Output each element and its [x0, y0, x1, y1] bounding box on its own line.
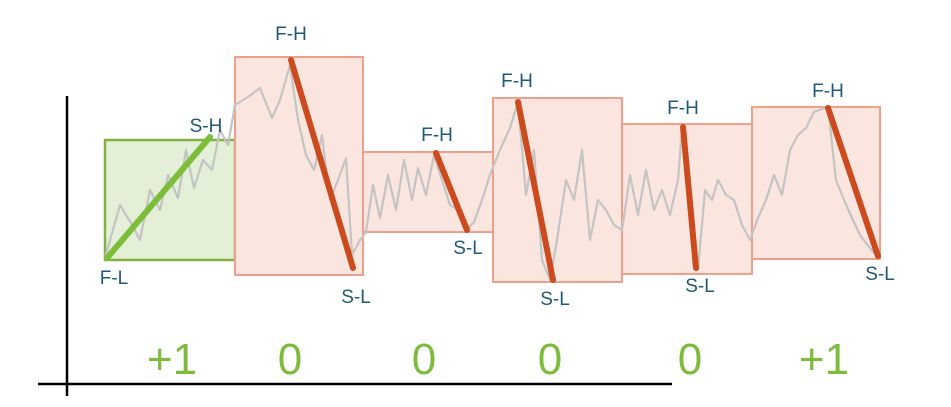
label-first-point-2: F-H	[275, 24, 307, 45]
label-second-point-2: S-L	[341, 287, 371, 308]
downtrend-line-6	[825, 105, 881, 259]
score-5: 0	[678, 335, 702, 384]
label-first-point-5: F-H	[667, 98, 699, 119]
segment-box-3	[362, 151, 494, 233]
score-3: 0	[412, 335, 436, 384]
uptrend-line-1	[104, 134, 213, 261]
score-4: 0	[538, 335, 562, 384]
downtrend-line-2	[288, 57, 356, 271]
downtrend-line-5	[680, 124, 699, 271]
label-first-point-4: F-H	[501, 71, 533, 92]
downtrend-line-4	[515, 99, 556, 283]
label-second-point-4: S-L	[540, 289, 570, 310]
downtrend-line-3	[433, 150, 470, 233]
score-6: +1	[799, 335, 849, 384]
label-first-point-3: F-H	[421, 125, 453, 146]
score-1: +1	[147, 335, 197, 384]
label-second-point-3: S-L	[453, 238, 483, 259]
label-second-point-5: S-L	[685, 276, 715, 297]
score-2: 0	[278, 335, 302, 384]
label-second-point-1: S-H	[190, 116, 223, 137]
segment-box-4	[492, 97, 623, 283]
label-first-point-1: F-L	[100, 268, 129, 289]
price-line	[103, 63, 879, 282]
label-first-point-6: F-H	[812, 81, 844, 102]
label-second-point-6: S-L	[865, 264, 895, 285]
